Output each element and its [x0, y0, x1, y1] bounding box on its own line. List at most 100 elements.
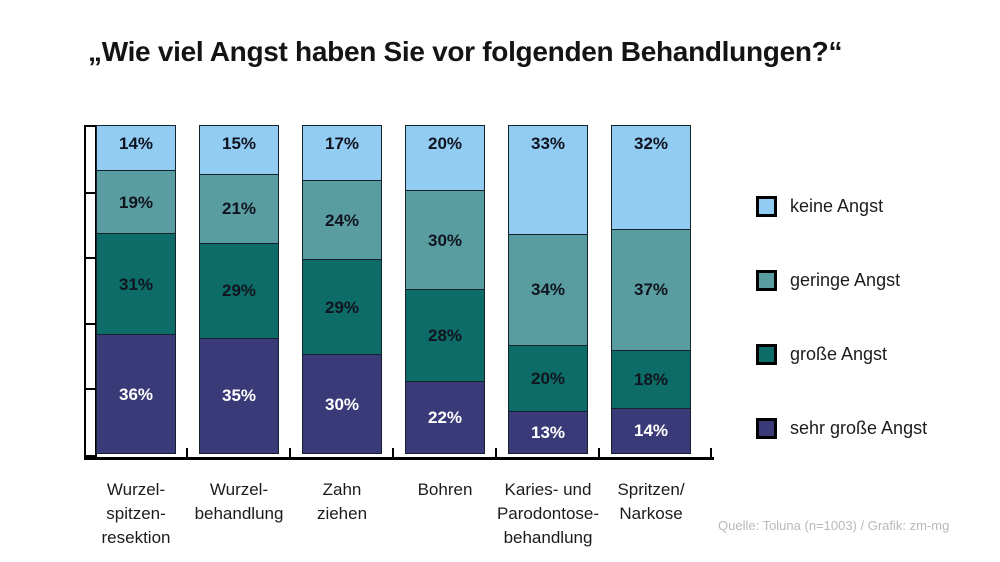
- segment-value-label: 14%: [633, 421, 669, 441]
- category-label-line: resektion: [101, 528, 171, 547]
- x-axis-tick-2: [289, 448, 291, 457]
- y-axis-tick-60: [86, 322, 95, 325]
- segment-bohren-4: 22%: [405, 380, 485, 454]
- bar-karies-parodontose: 33% 34% 20% 13%: [508, 125, 588, 457]
- segment-value-label: 19%: [118, 192, 154, 212]
- segment-spritzen-narkose-2: 37%: [611, 229, 691, 351]
- segment-value-label: 20%: [530, 369, 566, 389]
- segment-bohren-1: 20%: [405, 125, 485, 192]
- segment-value-label: 30%: [324, 394, 360, 414]
- segment-wurzelbehandlung-2: 21%: [199, 173, 279, 244]
- segment-spritzen-narkose-1: 32%: [611, 125, 691, 231]
- bar-bohren: 20% 30% 28% 22%: [405, 125, 485, 457]
- legend-label: große Angst: [790, 344, 888, 364]
- bar-wurzelspitzenresektion: 14% 19% 31% 36%: [96, 125, 176, 457]
- segment-value-label: 20%: [427, 134, 463, 153]
- category-label-line: ziehen: [316, 504, 368, 523]
- segment-zahn-ziehen-3: 29%: [302, 259, 382, 356]
- category-label-line: behandlung: [503, 528, 593, 547]
- plot-area: 14% 19% 31% 36% 15% 21% 29% 35% 17% 24% 29% 30% 20% 3…: [96, 125, 691, 457]
- bar-wurzelbehandlung: 15% 21% 29% 35%: [199, 125, 279, 457]
- segment-value-label: 31%: [118, 274, 154, 294]
- legend-swatch-icon: [756, 196, 777, 217]
- segment-value-label: 14%: [118, 134, 154, 153]
- x-axis-tick-6: [710, 448, 712, 457]
- legend: keine Angst geringe Angst große Angst sehr …: [756, 196, 927, 439]
- segment-value-label: 29%: [221, 281, 257, 301]
- legend-label: keine Angst: [790, 196, 884, 216]
- segment-value-label: 33%: [530, 134, 566, 153]
- legend-label: sehr große Angst: [790, 418, 928, 438]
- segment-karies-parodontose-3: 20%: [508, 345, 588, 412]
- segment-zahn-ziehen-2: 24%: [302, 180, 382, 261]
- segment-value-label: 22%: [427, 407, 463, 427]
- segment-bohren-3: 28%: [405, 288, 485, 382]
- segment-value-label: 13%: [530, 422, 566, 442]
- bar-zahn-ziehen: 17% 24% 29% 30%: [302, 125, 382, 457]
- segment-karies-parodontose-1: 33%: [508, 125, 588, 235]
- segment-spritzen-narkose-3: 18%: [611, 349, 691, 409]
- x-axis-tick-5: [598, 448, 600, 457]
- legend-item-3: große Angst: [756, 344, 927, 365]
- category-label-line: Wurzel-: [106, 480, 166, 499]
- segment-karies-parodontose-2: 34%: [508, 233, 588, 347]
- category-label-karies-parodontose: Karies- und Parodontose-behandlung: [473, 478, 623, 550]
- category-label-line: Narkose: [619, 504, 683, 523]
- category-label-bohren: Bohren: [370, 478, 520, 502]
- segment-zahn-ziehen-1: 17%: [302, 125, 382, 182]
- legend-swatch-icon: [756, 344, 777, 365]
- segment-value-label: 36%: [118, 384, 154, 404]
- source-credit: Quelle: Toluna (n=1003) / Grafik: zm-mg: [718, 518, 950, 533]
- x-axis-tick-4: [495, 448, 497, 457]
- segment-wurzelspitzenresektion-1: 14%: [96, 125, 176, 172]
- category-label-line: behandlung: [194, 504, 284, 523]
- legend-item-4: sehr große Angst: [756, 418, 927, 439]
- segment-value-label: 35%: [221, 386, 257, 406]
- segment-value-label: 18%: [633, 369, 669, 389]
- segment-wurzelspitzenresektion-3: 31%: [96, 232, 176, 336]
- segment-value-label: 15%: [221, 134, 257, 153]
- segment-bohren-2: 30%: [405, 190, 485, 290]
- segment-wurzelspitzenresektion-2: 19%: [96, 170, 176, 234]
- bar-spritzen-narkose: 32% 37% 18% 14%: [611, 125, 691, 457]
- segment-value-label: 30%: [427, 230, 463, 250]
- segment-wurzelbehandlung-1: 15%: [199, 125, 279, 175]
- chart-title: „Wie viel Angst haben Sie vor folgenden …: [88, 36, 843, 67]
- x-axis-line: [84, 457, 714, 460]
- segment-wurzelbehandlung-4: 35%: [199, 337, 279, 454]
- category-label-line: spitzen-: [106, 504, 166, 523]
- category-label-line: Parodontose-: [496, 504, 600, 523]
- segment-zahn-ziehen-4: 30%: [302, 354, 382, 454]
- category-label-spritzen-narkose: Spritzen/Narkose: [576, 478, 726, 526]
- legend-item-1: keine Angst: [756, 196, 927, 217]
- category-label-line: Zahn: [322, 480, 362, 499]
- segment-value-label: 17%: [324, 134, 360, 153]
- segment-value-label: 37%: [633, 280, 669, 300]
- segment-wurzelbehandlung-3: 29%: [199, 242, 279, 339]
- category-label-wurzelbehandlung: Wurzel-behandlung: [164, 478, 314, 526]
- y-axis-tick-40: [86, 257, 95, 260]
- legend-swatch-icon: [756, 270, 777, 291]
- legend-label: geringe Angst: [790, 270, 901, 290]
- x-axis-tick-3: [392, 448, 394, 457]
- y-axis-tick-80: [86, 388, 95, 391]
- category-label-wurzelspitzenresektion: Wurzel-spitzen-resektion: [61, 478, 211, 550]
- legend-swatch-icon: [756, 418, 777, 439]
- legend-item-2: geringe Angst: [756, 270, 927, 291]
- segment-wurzelspitzenresektion-4: 36%: [96, 334, 176, 454]
- category-label-line: Bohren: [417, 480, 473, 499]
- segment-value-label: 32%: [633, 134, 669, 153]
- segment-value-label: 29%: [324, 297, 360, 317]
- category-label-line: Spritzen/: [617, 480, 685, 499]
- segment-karies-parodontose-4: 13%: [508, 410, 588, 454]
- segment-value-label: 34%: [530, 280, 566, 300]
- segment-spritzen-narkose-4: 14%: [611, 407, 691, 454]
- y-axis-tick-20: [86, 191, 95, 194]
- category-label-line: Wurzel-: [209, 480, 269, 499]
- segment-value-label: 21%: [221, 199, 257, 219]
- category-label-zahn-ziehen: Zahn ziehen: [267, 478, 417, 526]
- category-label-line: Karies- und: [504, 480, 592, 499]
- segment-value-label: 28%: [427, 325, 463, 345]
- segment-value-label: 24%: [324, 210, 360, 230]
